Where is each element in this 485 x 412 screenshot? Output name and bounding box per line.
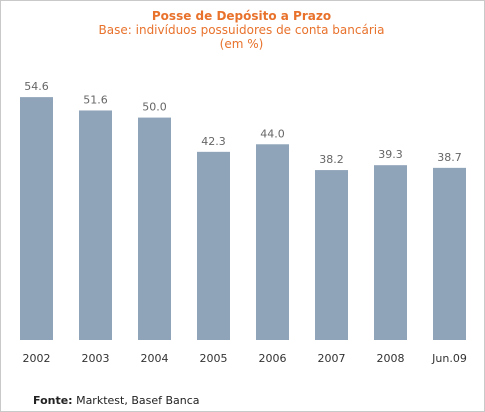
value-label-2003: 51.6 (83, 93, 108, 106)
tick-label-2005: 2005 (200, 352, 228, 365)
value-label-2004: 50.0 (142, 101, 167, 114)
chart-subtitle: Base: indivíduos possuidores de conta ba… (98, 23, 385, 37)
value-label-Jun.09: 38.7 (437, 151, 462, 164)
chart-title: Posse de Depósito a Prazo (151, 9, 332, 23)
tick-labels-group: 2002 2003 2004 2005 2006 2007 2008 Jun.09 (23, 352, 467, 365)
bar-2006 (256, 144, 289, 340)
tick-label-2003: 2003 (82, 352, 110, 365)
bar-2007 (315, 170, 348, 340)
bar-2008 (374, 165, 407, 340)
tick-label-2006: 2006 (259, 352, 287, 365)
tick-label-2008: 2008 (377, 352, 405, 365)
value-labels-group: 54.6 51.6 50.0 42.3 44.0 38.2 39.3 38.7 (24, 80, 462, 166)
value-label-2007: 38.2 (319, 153, 344, 166)
source-note: Fonte: Marktest, Basef Banca (33, 394, 200, 408)
bar-2002 (20, 97, 53, 340)
tick-label-Jun.09: Jun.09 (431, 352, 467, 365)
title-block: Posse de Depósito a Prazo Base: indivídu… (0, 9, 483, 51)
value-label-2005: 42.3 (201, 135, 226, 148)
tick-label-2002: 2002 (23, 352, 51, 365)
value-label-2008: 39.3 (378, 148, 403, 161)
source-text: Marktest, Basef Banca (76, 394, 200, 407)
tick-label-2004: 2004 (141, 352, 169, 365)
bar-2004 (138, 117, 171, 340)
value-label-2002: 54.6 (24, 80, 49, 93)
source-label: Fonte: (33, 394, 73, 407)
value-label-2006: 44.0 (260, 127, 285, 140)
tick-label-2007: 2007 (318, 352, 346, 365)
bar-2003 (79, 110, 112, 340)
bar-Jun.09 (433, 167, 466, 340)
bar-2005 (197, 151, 230, 340)
bars-group (20, 97, 466, 340)
chart-unit: (em %) (219, 37, 264, 51)
